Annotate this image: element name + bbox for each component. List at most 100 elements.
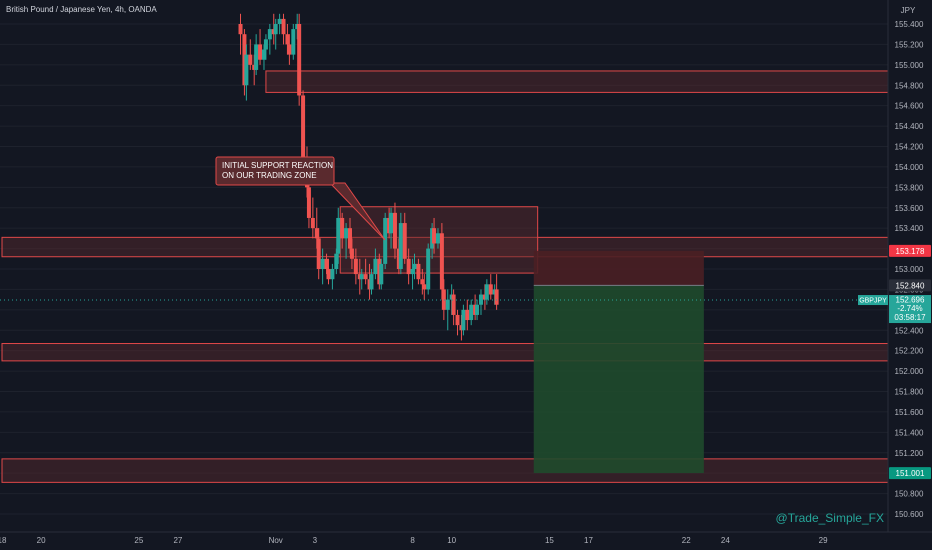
- current-price-box: [889, 295, 931, 324]
- candle: [244, 44, 249, 101]
- candle-body: [316, 238, 321, 269]
- candle-body: [406, 258, 411, 275]
- time-axis[interactable]: 18 20 25 27 Nov 3 8 10 15 17 22 24 29: [0, 536, 828, 545]
- candle: [373, 248, 378, 280]
- price-tick-label: 155.000: [895, 61, 924, 70]
- price-tick-label: 154.000: [895, 163, 924, 172]
- current-price-change: -2.74%: [897, 304, 922, 313]
- candle: [263, 34, 268, 60]
- candle: [432, 217, 437, 254]
- candle-body: [314, 228, 319, 239]
- price-tag-label: 151.001: [896, 469, 925, 478]
- candle-body: [320, 258, 325, 269]
- short-position-tool[interactable]: [533, 250, 704, 474]
- candle: [287, 34, 292, 65]
- time-tick-label: 10: [447, 536, 456, 545]
- time-tick-label: 18: [0, 536, 7, 545]
- price-tick-label: 150.600: [895, 510, 924, 519]
- candle: [406, 248, 411, 285]
- candle-body: [353, 258, 358, 275]
- candle: [412, 253, 417, 280]
- zone-rect: [1, 343, 889, 362]
- candle-body: [383, 217, 388, 264]
- candle: [494, 274, 499, 310]
- zone-rect: [1, 458, 889, 483]
- price-axis-unit: JPY: [901, 6, 916, 15]
- time-tick-label: 25: [134, 536, 143, 545]
- candle-body: [349, 248, 354, 259]
- price-tick-label: 151.800: [895, 388, 924, 397]
- candle: [291, 24, 296, 60]
- price-tick-label: 151.200: [895, 449, 924, 458]
- price-tick-label: 151.400: [895, 428, 924, 437]
- annotation-callout[interactable]: INITIAL SUPPORT REACTION ON OUR TRADING …: [215, 156, 386, 241]
- price-tick-label: 152.000: [895, 367, 924, 376]
- candle-body: [344, 228, 349, 239]
- price-tag-box: [889, 244, 931, 257]
- price-axis-background: [888, 0, 932, 550]
- candle-body: [263, 39, 268, 50]
- candle-body: [432, 228, 437, 244]
- price-tick-label: 152.400: [895, 326, 924, 335]
- time-tick-label: 17: [584, 536, 593, 545]
- candle-body: [310, 217, 315, 229]
- candle: [336, 207, 341, 264]
- candle-body: [461, 309, 466, 331]
- candle-body: [412, 263, 417, 269]
- price-tag-label: 152.840: [896, 281, 925, 290]
- candlestick-series: [238, 13, 499, 341]
- candle-body: [336, 217, 341, 254]
- time-tick-label: 29: [819, 536, 828, 545]
- candle: [267, 24, 272, 55]
- candle-body: [238, 24, 243, 35]
- candle-body: [254, 44, 259, 70]
- candle-body: [455, 314, 460, 326]
- candle: [383, 212, 388, 269]
- candle: [320, 248, 325, 285]
- candle: [435, 228, 440, 249]
- candle-body: [244, 54, 249, 86]
- candle: [379, 258, 384, 290]
- candle-body: [363, 274, 368, 280]
- candle: [344, 223, 349, 259]
- candle: [392, 202, 397, 259]
- candle-body: [326, 269, 331, 280]
- candle: [326, 258, 331, 285]
- time-tick-label: 20: [37, 536, 46, 545]
- candle-body: [420, 279, 425, 285]
- candle-body: [422, 284, 427, 290]
- candle-body: [373, 258, 378, 275]
- candle: [488, 274, 493, 300]
- callout-line-1: INITIAL SUPPORT REACTION: [222, 161, 333, 170]
- candle-body: [475, 304, 480, 315]
- candle-body: [426, 248, 431, 290]
- candle: [254, 34, 259, 76]
- candle-body: [398, 223, 403, 269]
- candle: [475, 299, 480, 321]
- candle: [439, 223, 444, 300]
- candle: [349, 238, 354, 269]
- candle: [316, 228, 321, 280]
- candle-body: [306, 187, 311, 218]
- candle: [363, 258, 368, 285]
- candle: [340, 212, 345, 249]
- candle-body: [324, 258, 329, 269]
- time-tick-label: 3: [313, 536, 318, 545]
- candle-body: [488, 284, 493, 295]
- candle-body: [465, 309, 470, 321]
- candle: [451, 289, 456, 326]
- price-tick-label: 154.200: [895, 143, 924, 152]
- candle-body: [334, 253, 339, 269]
- candle-body: [389, 212, 394, 234]
- time-tick-label: 8: [410, 536, 415, 545]
- candle: [422, 274, 427, 300]
- current-price-tag: GBPJPY 152.696 -2.74% 03:58:17: [858, 295, 931, 324]
- candle: [445, 289, 450, 331]
- candle-body: [416, 263, 421, 280]
- candle-body: [330, 269, 335, 280]
- price-tag-label: 153.178: [896, 247, 925, 256]
- candle-body: [439, 233, 444, 290]
- candle-body: [435, 233, 440, 244]
- candle-body: [484, 284, 489, 300]
